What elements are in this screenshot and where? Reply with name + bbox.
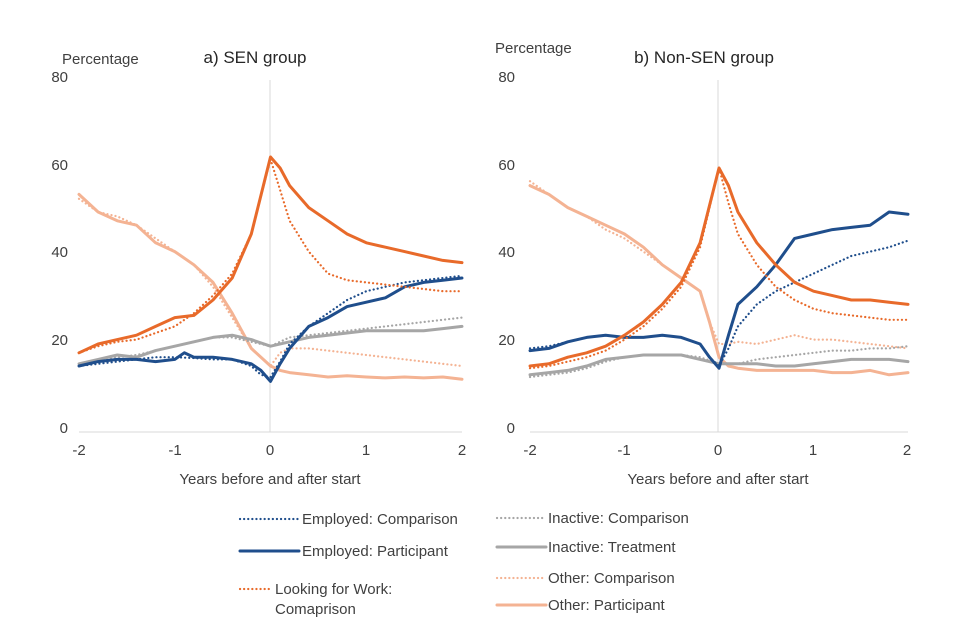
legend-label: Employed: Comparison bbox=[302, 511, 458, 528]
y-tick-labels: 80 60 40 20 0 bbox=[51, 69, 68, 437]
series-line-employed-participant bbox=[528, 210, 910, 370]
series-line-other-comparison bbox=[528, 180, 910, 350]
x-tick-label: -1 bbox=[168, 442, 181, 459]
x-tick-label: -2 bbox=[523, 442, 536, 459]
legend-label: Other: Participant bbox=[548, 597, 666, 614]
series-line-other-participant bbox=[77, 192, 464, 381]
y-tick-label: 40 bbox=[51, 244, 68, 261]
x-tick-label: 2 bbox=[903, 442, 911, 459]
x-tick-label: 1 bbox=[809, 442, 817, 459]
x-tick-labels: -2 -1 0 1 2 bbox=[72, 442, 466, 459]
legend-label: Inactive: Treatment bbox=[548, 539, 676, 556]
series-line-other-participant bbox=[528, 184, 910, 377]
series-line-looking-for-work-participant bbox=[77, 155, 464, 355]
legend-label-continued: Comaprison bbox=[275, 601, 356, 618]
legend-item-looking-for-work-comparison: Looking for Work: Comaprison bbox=[238, 581, 392, 618]
panel-non-sen-group: Percentage b) Non-SEN group 80 60 40 20 … bbox=[495, 40, 911, 488]
series-line-looking-for-work-comaprison bbox=[77, 158, 464, 354]
y-tick-label: 40 bbox=[498, 244, 515, 261]
y-tick-label: 20 bbox=[498, 332, 515, 349]
legend-item-employed-participant: Employed: Participant bbox=[238, 543, 449, 560]
y-tick-label: 80 bbox=[498, 69, 515, 86]
y-tick-label: 80 bbox=[51, 69, 68, 86]
legend-label: Looking for Work: bbox=[275, 581, 392, 598]
x-tick-label: 0 bbox=[714, 442, 722, 459]
y-tick-label: 60 bbox=[51, 157, 68, 174]
series-line-inactive-treatment bbox=[77, 324, 464, 366]
legend-item-employed-comparison: Employed: Comparison bbox=[238, 511, 458, 528]
y-tick-label: 0 bbox=[60, 420, 68, 437]
series-line-employed-comparison bbox=[77, 274, 464, 379]
x-tick-label: -2 bbox=[72, 442, 85, 459]
series-line-looking-for-work-comaprison bbox=[528, 166, 910, 370]
x-axis-label: Years before and after start bbox=[179, 471, 361, 488]
panel-sen-group: Percentage a) SEN group 80 60 40 20 0 -2… bbox=[51, 48, 466, 488]
y-axis-label: Percentage bbox=[62, 51, 139, 68]
y-tick-label: 60 bbox=[498, 157, 515, 174]
x-tick-label: 0 bbox=[266, 442, 274, 459]
series-line-looking-for-work-participant bbox=[528, 166, 910, 368]
y-axis-label: Percentage bbox=[495, 40, 572, 57]
x-tick-labels: -2 -1 0 1 2 bbox=[523, 442, 911, 459]
legend-item-other-participant: Other: Participant bbox=[495, 597, 666, 614]
chart-title: b) Non-SEN group bbox=[634, 48, 774, 67]
legend: Employed: Comparison Employed: Participa… bbox=[238, 510, 689, 618]
legend-label: Other: Comparison bbox=[548, 570, 675, 587]
x-tick-label: 2 bbox=[458, 442, 466, 459]
series-line-employed-comparison bbox=[528, 239, 910, 368]
x-tick-label: -1 bbox=[617, 442, 630, 459]
legend-label: Employed: Participant bbox=[302, 543, 449, 560]
x-axis-label: Years before and after start bbox=[627, 471, 809, 488]
y-tick-label: 0 bbox=[507, 420, 515, 437]
legend-item-inactive-treatment: Inactive: Treatment bbox=[495, 539, 676, 556]
x-tick-label: 1 bbox=[362, 442, 370, 459]
legend-label: Inactive: Comparison bbox=[548, 510, 689, 527]
series-line-employed-participant bbox=[77, 276, 464, 383]
legend-item-other-comparison: Other: Comparison bbox=[495, 570, 675, 587]
chart-title: a) SEN group bbox=[204, 48, 307, 67]
y-tick-labels: 80 60 40 20 0 bbox=[498, 69, 515, 437]
series-line-other-comparison bbox=[77, 197, 464, 368]
series-group bbox=[77, 155, 464, 383]
y-tick-label: 20 bbox=[51, 332, 68, 349]
legend-item-inactive-comparison: Inactive: Comparison bbox=[495, 510, 689, 527]
series-group bbox=[528, 166, 910, 379]
